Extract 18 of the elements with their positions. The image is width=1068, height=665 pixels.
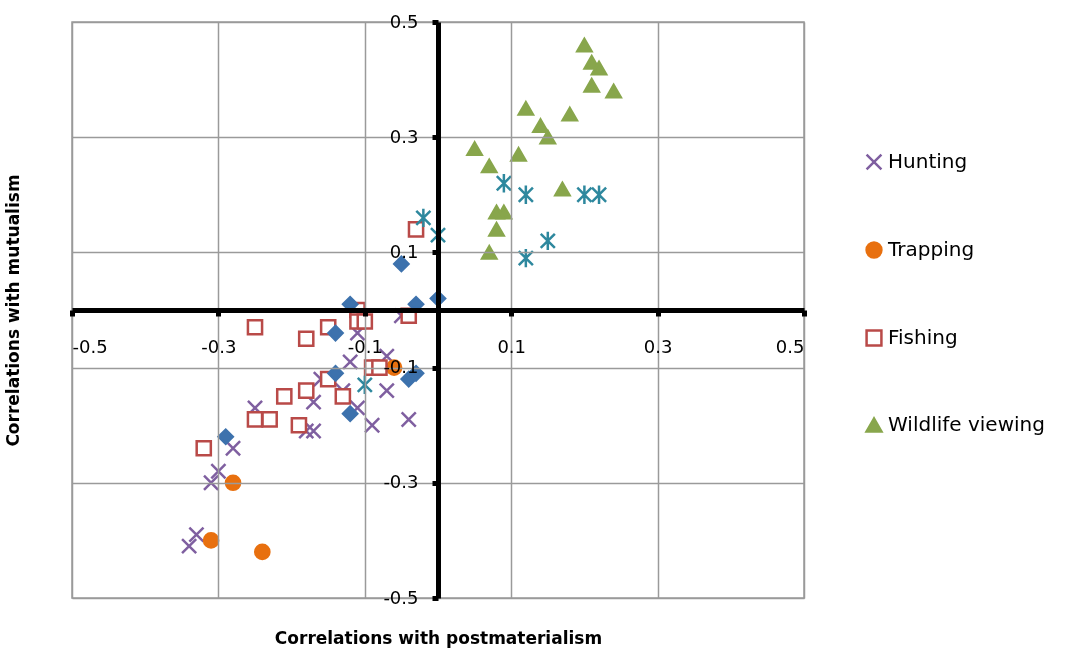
x-tick-label: 0.1 [497,335,527,357]
y-tick-label: 0.5 [389,10,419,32]
y-tick-label: 0.3 [389,125,419,147]
y-tick-label: -0.3 [383,471,419,493]
x-tick-label: -0.5 [72,335,108,357]
legend-label: Wildlife viewing [888,412,1045,436]
y-tick-label: 0.1 [389,240,419,262]
legend-label: Hunting [888,149,968,173]
y-axis-title: Correlations with mutualism [2,174,23,447]
legend-label: Fishing [888,325,958,349]
x-tick-label: -0.1 [347,335,383,357]
x-tick-label: 0.3 [643,335,673,357]
y-tick-label: -0.5 [383,586,419,608]
x-axis-title: Correlations with postmaterialism [274,627,603,648]
legend-label: Trapping [887,237,975,261]
y-tick-label: -0.1 [383,356,419,378]
x-tick-label: -0.3 [201,335,237,357]
x-tick-label: 0.5 [775,335,805,357]
